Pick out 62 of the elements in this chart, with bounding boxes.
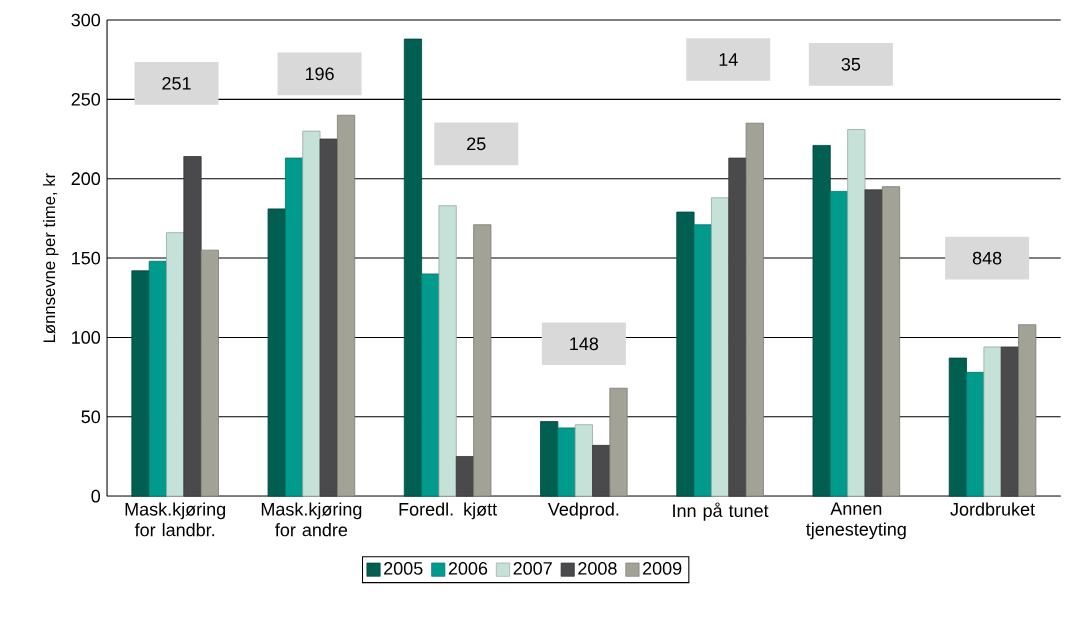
bar: [403, 38, 423, 497]
bar: [948, 357, 967, 497]
legend-label: 2005: [384, 561, 423, 575]
bar: [864, 189, 883, 497]
bar: [745, 122, 764, 497]
annotation: 35: [841, 57, 861, 71]
y-tick-label: 0: [91, 489, 101, 503]
bar: [966, 371, 985, 497]
bar: [557, 427, 576, 497]
bar: [267, 208, 286, 497]
bar: [284, 157, 304, 497]
x-tick-label: Mask.kjøring for andre: [261, 502, 362, 537]
bar: [336, 114, 356, 497]
bar: [166, 232, 185, 497]
legend-label: 2009: [643, 561, 682, 575]
legend-label: 2008: [578, 561, 617, 575]
bar: [574, 424, 593, 497]
bar: [148, 260, 167, 497]
bar: [455, 455, 475, 497]
bar: [983, 346, 1002, 497]
bar: [540, 421, 559, 497]
x-tick-label: Foredl. kjøtt: [399, 502, 498, 520]
x-tick-label: Inn på tunet: [673, 502, 769, 521]
y-tick-label: 300: [71, 13, 101, 27]
bar: [319, 138, 338, 497]
y-tick-label: 250: [71, 92, 101, 106]
annotation: 25: [467, 137, 486, 151]
bar: [728, 157, 747, 497]
annotation: 251: [162, 76, 191, 90]
y-tick-label: 200: [71, 172, 101, 185]
legend-label: 2007: [513, 561, 552, 575]
bar: [438, 205, 457, 497]
bar: [302, 130, 321, 497]
bar: [592, 444, 611, 497]
bar: [421, 273, 440, 497]
bar: [711, 197, 730, 497]
bar: [693, 224, 712, 497]
bar: [609, 387, 628, 497]
annotation: 196: [305, 67, 334, 81]
bar: [829, 190, 849, 497]
y-axis-title: Lønnsevne per time, kr: [42, 173, 59, 342]
x-tick-label: Annen tjenesteyting: [806, 502, 906, 540]
x-tick-label: Vedprod.: [547, 502, 619, 520]
x-tick-label: Mask.kjøring for landbr.: [125, 502, 226, 537]
legend-label: 2006: [448, 561, 488, 575]
bar: [676, 211, 695, 497]
bar: [1000, 346, 1019, 497]
bar: [131, 270, 150, 497]
x-tick-label: Jordbruket: [950, 502, 1035, 516]
bar: [812, 144, 831, 497]
bar: [200, 249, 219, 497]
y-tick-label: 150: [72, 251, 101, 265]
bar: [847, 129, 866, 497]
y-tick-label: 50: [81, 410, 101, 424]
annotation: 848: [972, 251, 1002, 265]
annotation: 14: [719, 53, 738, 66]
bar: [881, 186, 901, 497]
bar: [1018, 324, 1037, 497]
annotation: 148: [570, 337, 599, 351]
bar: [183, 156, 202, 497]
bar: [473, 224, 492, 497]
y-tick-label: 100: [72, 330, 101, 344]
